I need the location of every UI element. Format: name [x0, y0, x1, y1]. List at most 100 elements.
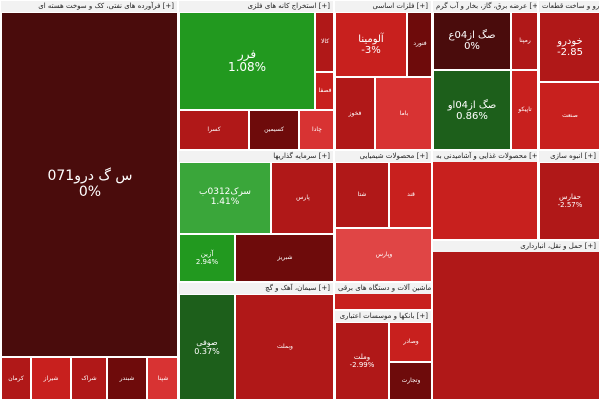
symbol: آزین: [200, 249, 214, 258]
tile-alumina[interactable]: آلومینا -3%: [335, 12, 407, 77]
tile-parsan[interactable]: پارس: [271, 162, 333, 234]
sector-title[interactable]: حمل و نقل، انبارداری [+]: [433, 241, 599, 252]
tile-fsaf[interactable]: فصفا: [315, 72, 333, 110]
change-pct: -2.85: [557, 47, 583, 58]
symbol: وصادر: [403, 337, 419, 345]
symbol: شراک: [81, 374, 97, 382]
symbol: شپنا: [157, 374, 169, 382]
tile-tapco[interactable]: تاپیکو: [511, 70, 537, 149]
change-pct: 1.41%: [210, 197, 240, 207]
change-pct: 0.86%: [456, 110, 488, 122]
change-pct: -3%: [361, 44, 381, 56]
symbol: شیراز: [43, 374, 59, 382]
sector-title[interactable]: محصولات غذایی و آشامیدنی به [+]: [433, 151, 537, 162]
symbol: پارس: [296, 193, 310, 201]
change-pct: 0%: [464, 41, 480, 52]
symbol: فنورد: [413, 40, 427, 48]
sector-title[interactable]: سرمایه گذاریها [+]: [179, 151, 333, 162]
sector-chemicals: محصولات شیمیایی [+] شتا قند وپارس: [334, 150, 432, 282]
tile-shepna[interactable]: شپنا: [147, 357, 177, 399]
tile-sharak[interactable]: شراک: [71, 357, 107, 399]
tile-rmapna[interactable]: رمپنا: [511, 12, 537, 70]
sector-title[interactable]: بانکها و موسسات اعتباری [+]: [335, 311, 431, 322]
sector-title[interactable]: استخراج کانه های فلزی [+]: [179, 1, 333, 12]
symbol: شبریز: [277, 254, 293, 262]
sector-auto: خودرو و ساخت قطعات [+] خودرو -2.85 صنعت: [538, 0, 600, 150]
sector-title[interactable]: محصولات شیمیایی [+]: [335, 151, 431, 162]
tile-ftor[interactable]: فنورد: [407, 12, 431, 77]
tile-vbmlt[interactable]: وبملت: [235, 294, 333, 399]
symbol: تاپیکو: [518, 106, 532, 114]
symbol: صوفی: [196, 337, 218, 347]
change-pct: 0%: [78, 183, 102, 200]
sector-title[interactable]: خودرو و ساخت قطعات [+]: [539, 1, 599, 12]
tile-ksimin[interactable]: کسیمین: [249, 110, 299, 149]
symbol: وملت: [353, 352, 371, 361]
tile-fakhz[interactable]: فخوز: [335, 77, 375, 149]
symbol: آلومینا: [358, 33, 384, 45]
sector-metal-ore: استخراج کانه های فلزی [+] فرر 1.08% کالا…: [178, 0, 334, 150]
tile-sak04a[interactable]: صگ از04ع 0%: [433, 12, 511, 70]
symbol: فرر: [237, 46, 257, 61]
tile-sofi[interactable]: صوفی 0.37%: [179, 294, 235, 399]
sector-petroleum: فرآورده های نفتی، کک و سوخت هسته ای [+] …: [0, 0, 178, 400]
symbol: وپارس: [375, 251, 393, 259]
sector-food: محصولات غذایی و آشامیدنی به [+]: [432, 150, 538, 240]
tile-azin[interactable]: آزین 2.94%: [179, 234, 235, 281]
symbol: صگ از04ع: [448, 30, 496, 41]
sector-transport: حمل و نقل، انبارداری [+]: [432, 240, 600, 400]
symbol: شبندر: [119, 374, 135, 382]
tile-sarak[interactable]: سرک0312ب 1.41%: [179, 162, 271, 234]
sector-basic-metals: فلزات اساسی [+] آلومینا -3% فنورد فخوز ب…: [334, 0, 432, 150]
sector-construction: انبوه سازی [+] حفارس -2.57%: [538, 150, 600, 240]
symbol: باما: [399, 109, 409, 117]
tile-kermen[interactable]: کرمان: [1, 357, 31, 399]
tile-vamelat[interactable]: وملت -2.99%: [335, 322, 389, 399]
symbol: س گ درو071: [47, 168, 133, 185]
sector-electricity: عرضه برق، گاز، بخار و آب گرم [+] صگ از04…: [432, 0, 538, 150]
tile-sak04o[interactable]: صگ از04او 0.86%: [433, 70, 511, 149]
symbol: کرمان: [8, 374, 24, 382]
change-pct: -2.57%: [557, 200, 583, 209]
tile-shebris[interactable]: شبریز: [235, 234, 333, 281]
tile-tejarat[interactable]: وتجارت: [389, 362, 431, 399]
tile-shebandar[interactable]: شبندر: [107, 357, 147, 399]
tile-shiraz[interactable]: شیراز: [31, 357, 71, 399]
tile-hafarsh[interactable]: حفارس -2.57%: [539, 162, 599, 239]
sector-title[interactable]: فلزات اساسی [+]: [335, 1, 431, 12]
symbol: کالا: [320, 37, 330, 45]
change-pct: 1.08%: [227, 60, 267, 74]
sector-title[interactable]: ماشین آلات و دستگاه های برقی [+]: [335, 283, 431, 294]
sector-title[interactable]: سیمان، آهک و گچ [+]: [179, 283, 333, 294]
tile-shata[interactable]: شتا: [335, 162, 389, 228]
symbol: فصفا: [318, 86, 332, 94]
symbol: خودرو: [557, 36, 583, 47]
change-pct: 2.94%: [195, 257, 219, 266]
symbol: کسیمین: [264, 126, 284, 134]
symbol: کسرا: [207, 126, 221, 134]
sector-title[interactable]: فرآورده های نفتی، کک و سوخت هسته ای [+]: [1, 1, 177, 12]
symbol: قند: [407, 190, 415, 198]
tile-kasra[interactable]: کسرا: [179, 110, 249, 149]
change-pct: -2.99%: [349, 360, 375, 369]
tile-chadi[interactable]: چادا: [299, 110, 333, 149]
symbol: چادا: [312, 126, 322, 134]
tile-ghe[interactable]: قند: [389, 162, 431, 228]
sector-title[interactable]: انبوه سازی [+]: [539, 151, 599, 162]
symbol: وبملت: [277, 343, 293, 351]
tile-vpars[interactable]: وپارس: [335, 228, 431, 281]
tile-big-left[interactable]: س گ درو071 0%: [1, 12, 177, 357]
tile-khodro[interactable]: خودرو -2.85: [539, 12, 599, 82]
tile-farr[interactable]: فرر 1.08%: [179, 12, 315, 110]
tile-kala[interactable]: کالا: [315, 12, 333, 72]
tile-sanat[interactable]: صنعت: [539, 82, 599, 149]
symbol: وتجارت: [401, 377, 421, 385]
tile-baskoo[interactable]: باما: [375, 77, 431, 149]
sector-banks: بانکها و موسسات اعتباری [+] وملت -2.99% …: [334, 310, 432, 400]
symbol: حفارس: [559, 192, 581, 201]
change-pct: 0.37%: [194, 346, 220, 356]
tile-saderat[interactable]: وصادر: [389, 322, 431, 362]
symbol: سرک0312ب: [199, 187, 251, 198]
sector-title[interactable]: عرضه برق، گاز، بخار و آب گرم [+]: [433, 1, 537, 12]
